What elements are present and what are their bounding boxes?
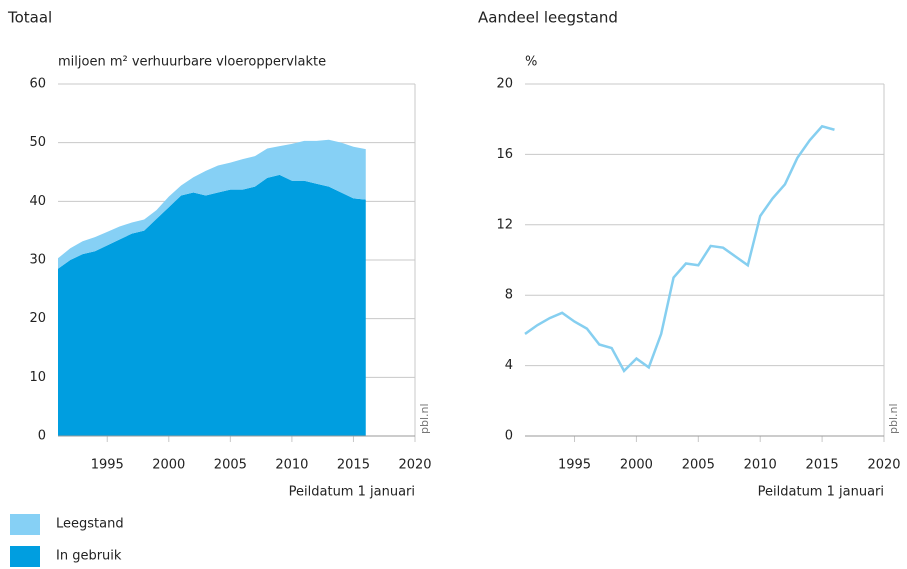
- source: pbl.nl: [418, 403, 431, 434]
- x-tick-label: 2010: [275, 458, 308, 473]
- chart-title: Totaal: [7, 9, 52, 27]
- x-tick-label: 2015: [337, 458, 370, 473]
- y-tick-label: 8: [505, 288, 513, 303]
- legend-swatch: [10, 514, 40, 535]
- legend-swatch: [10, 546, 40, 567]
- area: [58, 174, 366, 436]
- x-axis-label: Peildatum 1 januari: [758, 485, 884, 500]
- chart-title: Aandeel leegstand: [478, 9, 618, 27]
- y-tick-label: 0: [505, 429, 513, 444]
- y-tick-label: 60: [29, 77, 46, 92]
- x-tick-label: 2010: [744, 458, 777, 473]
- y-axis-label: %: [525, 55, 537, 70]
- x-tick-label: 2005: [682, 458, 715, 473]
- x-tick-label: 1995: [91, 458, 124, 473]
- y-tick-label: 30: [29, 253, 46, 268]
- legend-label: In gebruik: [56, 549, 122, 564]
- y-axis-label: miljoen m² verhuurbare vloeroppervlakte: [58, 55, 326, 70]
- y-tick-label: 12: [496, 217, 513, 232]
- y-tick-label: 20: [29, 311, 46, 326]
- y-tick-label: 0: [38, 429, 46, 444]
- area: [58, 139, 366, 269]
- x-tick-label: 2020: [867, 458, 900, 473]
- y-tick-label: 4: [505, 358, 513, 373]
- y-tick-label: 20: [496, 77, 513, 92]
- line: [524, 124, 835, 373]
- x-tick-label: 2000: [620, 458, 653, 473]
- x-tick-label: 2020: [398, 458, 431, 473]
- y-tick-label: 16: [496, 147, 513, 162]
- y-tick-label: 50: [29, 135, 46, 150]
- x-tick-label: 2000: [152, 458, 185, 473]
- x-tick-label: 1995: [558, 458, 591, 473]
- y-tick-label: 40: [29, 194, 46, 209]
- x-tick-label: 2005: [214, 458, 247, 473]
- legend-label: Leegstand: [56, 517, 124, 532]
- y-tick-label: 10: [29, 370, 46, 385]
- x-tick-label: 2015: [806, 458, 839, 473]
- source: pbl.nl: [887, 403, 900, 434]
- x-axis-label: Peildatum 1 januari: [289, 485, 415, 500]
